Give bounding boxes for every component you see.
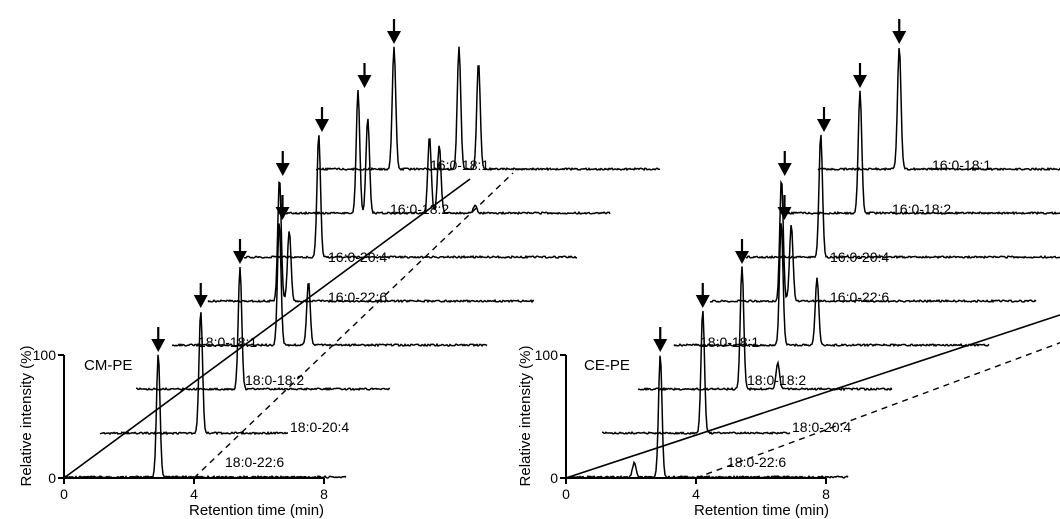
series-label: 16:0-20:4: [328, 249, 387, 265]
trace-16:0-18:1: [817, 48, 1060, 172]
y-tick-label: 100: [535, 347, 559, 363]
y-axis-label: Relative intensity (%): [517, 346, 534, 487]
x-tick-label: 0: [562, 486, 570, 502]
peak-arrow-head: [151, 339, 166, 352]
x-axis-label: Retention time (min): [694, 502, 829, 519]
trace-18:0-20:4: [601, 310, 791, 436]
x-tick-label: 4: [692, 486, 700, 502]
series-label: 16:0-22:6: [328, 289, 387, 305]
panel-label: CE-PE: [584, 357, 630, 374]
series-label: 18:0-22:6: [727, 454, 786, 470]
trace-18:0-22:6: [63, 354, 347, 480]
peak-arrow-head: [275, 207, 290, 220]
trace-18:0-20:4: [99, 312, 289, 436]
depth-axis-line: [63, 178, 471, 479]
peak-arrow-head: [777, 163, 792, 176]
x-axis-label: Retention time (min): [189, 502, 324, 519]
series-label: 16:0-18:2: [892, 201, 951, 217]
trace-18:0-18:1: [673, 223, 990, 348]
trace-18:0-18:2: [135, 266, 391, 392]
panel-label: CM-PE: [84, 357, 132, 374]
series-label: 18:0-20:4: [792, 419, 851, 435]
peak-arrow-head: [735, 251, 749, 264]
series-label: 18:0-18:2: [245, 372, 304, 388]
x-tick-label: 4: [190, 486, 198, 502]
peak-arrow-head: [817, 119, 831, 132]
trace-16:0-18:1: [316, 46, 661, 172]
series-label: 18:0-20:4: [290, 419, 349, 435]
series-label: 18:0-22:6: [225, 454, 284, 470]
x-tick-label: 8: [822, 486, 830, 502]
trace-18:0-18:1: [171, 223, 488, 348]
peak-arrow-head: [233, 251, 247, 264]
y-tick-label: 0: [48, 470, 56, 486]
trace-16:0-20:4: [243, 135, 578, 260]
peak-arrow-head: [193, 295, 208, 308]
series-label: 16:0-20:4: [830, 249, 889, 265]
y-tick-label: 100: [33, 347, 57, 363]
trace-16:0-18:2: [782, 90, 1060, 216]
trace-18:0-22:6: [565, 355, 849, 480]
x-tick-label: 0: [60, 486, 68, 502]
x-tick-label: 8: [320, 486, 328, 502]
peak-arrow-head: [387, 31, 401, 44]
depth-dashed-line: [193, 172, 514, 479]
peak-arrow-head: [357, 75, 372, 88]
peak-arrow-head: [275, 163, 290, 176]
peak-arrow-head: [892, 31, 907, 44]
series-label: 18:0-18:2: [747, 372, 806, 388]
series-label: 16:0-18:1: [932, 157, 991, 173]
series-label: 18:0-18:1: [700, 334, 759, 350]
peak-arrow-head: [695, 295, 710, 308]
trace-16:0-22:6: [207, 180, 535, 304]
y-tick-label: 0: [550, 470, 558, 486]
series-label: 16:0-18:1: [430, 157, 489, 173]
peak-arrow-head: [653, 339, 668, 352]
series-label: 18:0-18:1: [198, 334, 257, 350]
peak-arrow-head: [315, 119, 329, 132]
trace-16:0-18:2: [279, 89, 611, 216]
series-label: 16:0-18:2: [390, 201, 449, 217]
series-label: 16:0-22:6: [830, 289, 889, 305]
depth-axis-line: [565, 314, 1060, 479]
trace-16:0-22:6: [709, 179, 1037, 304]
trace-16:0-20:4: [745, 134, 1060, 260]
depth-dashed-line: [695, 342, 1060, 479]
trace-18:0-18:2: [637, 266, 893, 392]
peak-arrow-head: [853, 75, 867, 88]
y-axis-label: Relative intensity (%): [18, 346, 35, 487]
